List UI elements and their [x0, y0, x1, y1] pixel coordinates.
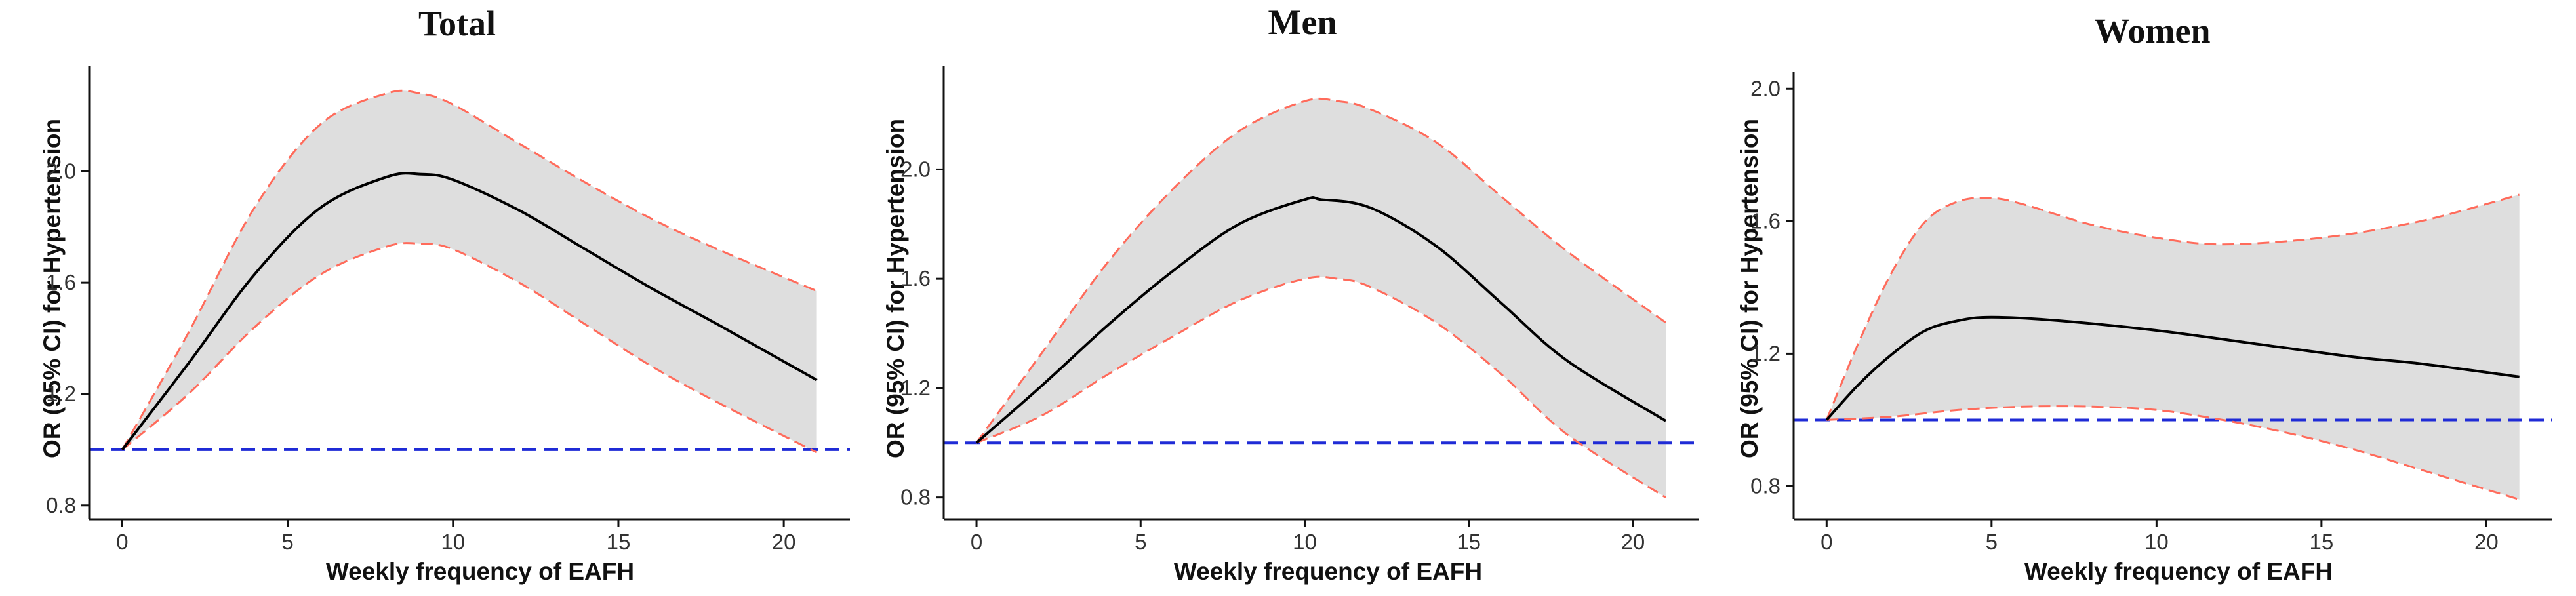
x-tick-label: 15 — [607, 530, 631, 554]
panel-title: Women — [2094, 11, 2210, 50]
plot-area — [936, 66, 1699, 527]
y-tick-label: 1.2 — [46, 382, 76, 406]
x-axis-label: Weekly frequency of EAFH — [1174, 558, 1482, 585]
y-tick-label: 2.0 — [900, 157, 931, 181]
y-tick-label: 2.0 — [1750, 76, 1781, 100]
or-line — [975, 195, 1667, 444]
plot-area — [81, 66, 850, 527]
x-tick-label: 5 — [1986, 530, 1998, 554]
y-tick-label: 1.6 — [46, 270, 76, 294]
ci-band — [122, 90, 817, 453]
y-axis-label: OR (95% CI) for Hypertension — [882, 119, 909, 458]
x-axis-label: Weekly frequency of EAFH — [2024, 558, 2333, 585]
x-tick-label: 0 — [116, 530, 128, 554]
x-axis-ticks: 0 5 10 15 20 — [116, 530, 795, 554]
upper-ci-line — [975, 97, 1666, 444]
ci-band — [1826, 194, 2520, 500]
y-axis-ticks: 0.8 1.2 1.6 2.0 — [1750, 76, 1781, 498]
x-tick-label: 20 — [772, 530, 796, 554]
ci-band — [976, 98, 1666, 498]
x-tick-label: 15 — [1457, 530, 1481, 554]
panel-men: Men OR (95% CI) for Hypertension Weekly … — [882, 3, 1699, 585]
upper-ci-line — [1825, 193, 2520, 420]
x-tick-label: 5 — [1135, 530, 1146, 554]
x-tick-label: 20 — [1621, 530, 1645, 554]
x-axis-ticks: 0 5 10 15 20 — [971, 530, 1645, 554]
x-tick-label: 10 — [2144, 530, 2169, 554]
x-tick-label: 5 — [281, 530, 293, 554]
y-axis-ticks: 0.8 1.2 1.6 2.0 — [900, 157, 931, 509]
y-tick-label: 1.6 — [1750, 209, 1781, 233]
x-axis-ticks: 0 5 10 15 20 — [1821, 530, 2499, 554]
lower-ci-line — [1826, 405, 2520, 501]
upper-ci-line — [121, 89, 818, 450]
lower-ci-line — [976, 275, 1666, 498]
x-tick-label: 20 — [2474, 530, 2499, 554]
y-tick-label: 0.8 — [46, 493, 76, 517]
plot-area — [1786, 72, 2552, 527]
y-tick-label: 1.6 — [900, 266, 931, 290]
y-tick-label: 1.2 — [900, 376, 931, 400]
y-axis-ticks: 0.8 1.2 1.6 2.0 — [46, 159, 76, 517]
y-tick-label: 2.0 — [46, 159, 76, 183]
x-tick-label: 10 — [1293, 530, 1317, 554]
x-tick-label: 0 — [971, 530, 982, 554]
y-axis-label: OR (95% CI) for Hypertension — [39, 119, 66, 458]
y-axis-label: OR (95% CI) for Hypertension — [1736, 119, 1763, 458]
panel-total: Total OR (95% CI) for Hypertension Weekl… — [39, 4, 850, 585]
y-tick-label: 0.8 — [1750, 473, 1781, 498]
panel-title: Total — [418, 4, 496, 43]
y-tick-label: 0.8 — [900, 485, 931, 509]
y-tick-label: 1.2 — [1750, 341, 1781, 365]
x-axis-label: Weekly frequency of EAFH — [326, 558, 634, 585]
x-tick-label: 0 — [1821, 530, 1832, 554]
panel-women: Women OR (95% CI) for Hypertension Weekl… — [1736, 11, 2552, 585]
x-tick-label: 10 — [441, 530, 465, 554]
lower-ci-line — [121, 242, 818, 454]
x-tick-label: 15 — [2310, 530, 2334, 554]
panel-title: Men — [1268, 3, 1337, 42]
or-line — [1825, 315, 2520, 421]
or-line — [121, 172, 818, 451]
